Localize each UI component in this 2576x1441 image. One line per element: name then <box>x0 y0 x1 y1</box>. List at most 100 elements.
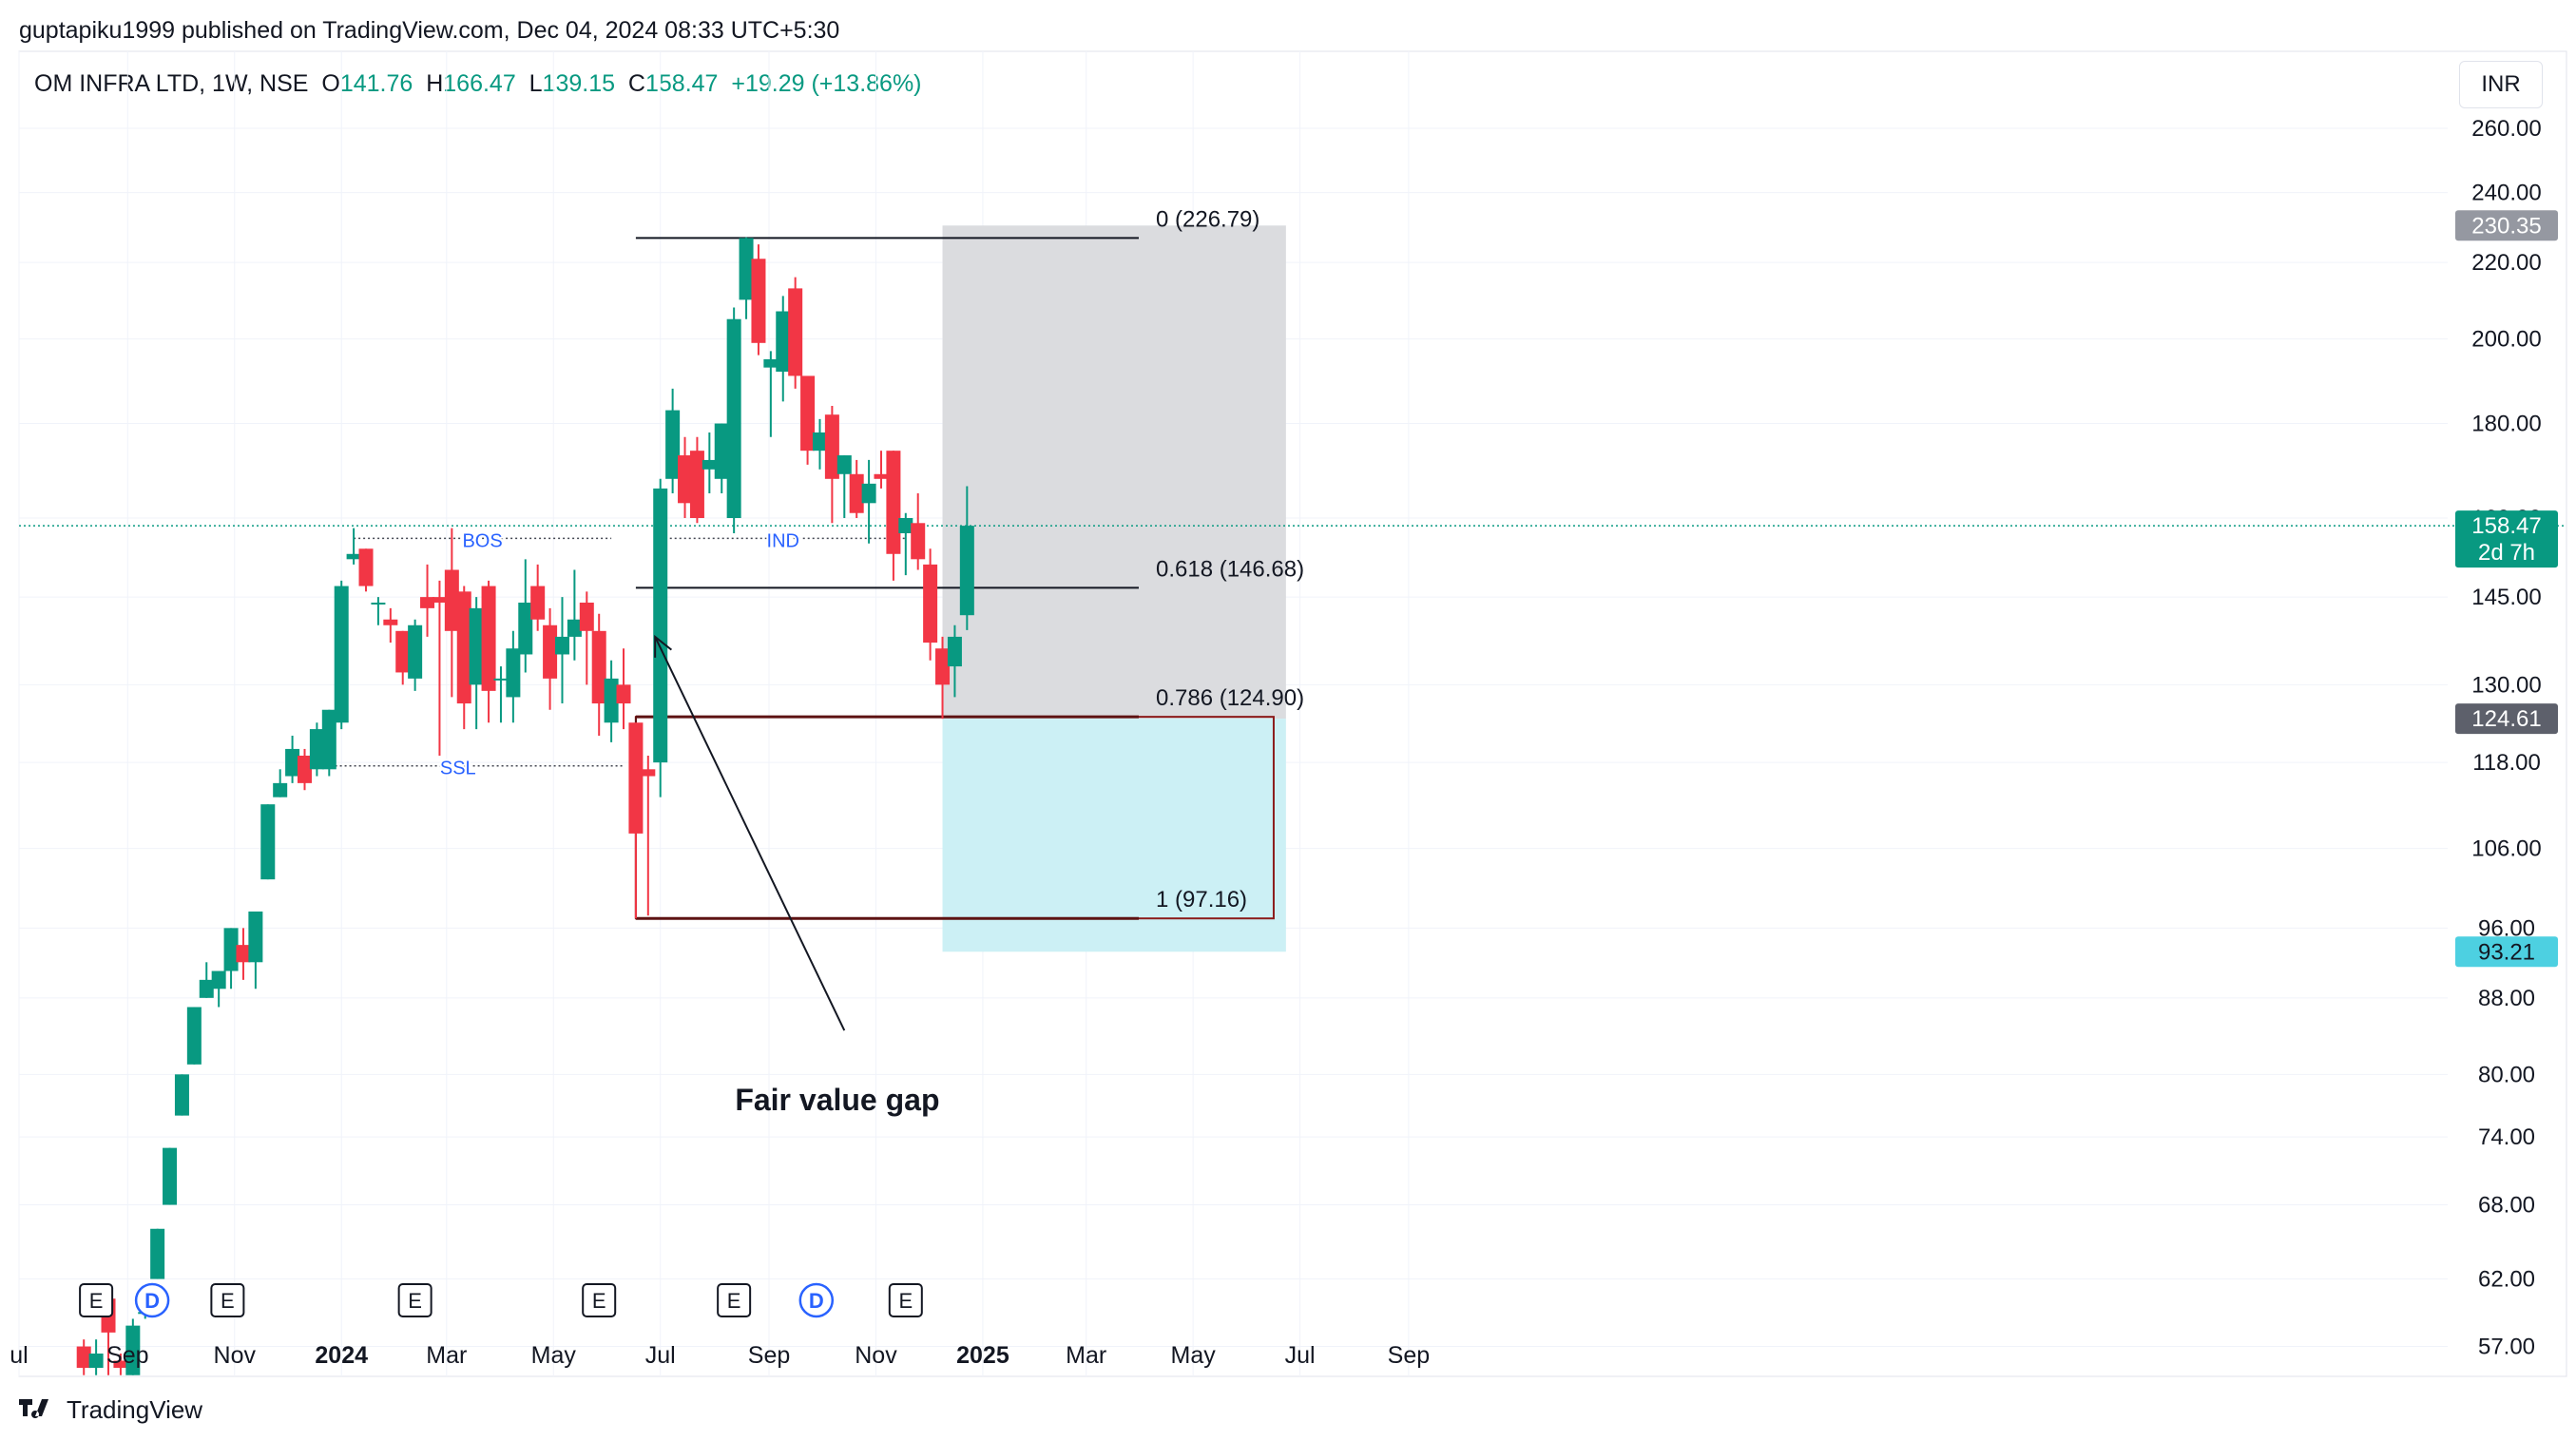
candles-group <box>76 237 974 1375</box>
y-axis-tick-label: 118.00 <box>2472 750 2541 776</box>
earnings-marker-label: E <box>89 1289 104 1313</box>
x-axis-tick-label: Jul <box>645 1342 676 1369</box>
dividend-marker-icon <box>798 1282 835 1318</box>
price-axis-label: 124.61 <box>2471 706 2541 732</box>
candle-body-down <box>297 755 312 783</box>
y-axis-tick-label: 260.00 <box>2471 116 2541 142</box>
candle-body-up <box>518 602 533 655</box>
candle-body-up <box>223 928 239 971</box>
candle-body-down <box>420 597 435 608</box>
annotation-arrow-line <box>654 636 846 1031</box>
close-value: 158.47 <box>644 70 719 97</box>
candle-body-up <box>88 1353 104 1369</box>
candle-body-up <box>285 748 300 777</box>
price-axis-label: 230.35 <box>2471 213 2541 239</box>
tradingview-brand-text: TradingView <box>67 1395 203 1424</box>
earnings-marker-icon <box>888 1283 923 1317</box>
candle-body-down <box>849 473 864 513</box>
discount-zone <box>942 719 1286 952</box>
candle-body-down <box>530 586 546 620</box>
fib-level-label: 0.786 (124.90) <box>1156 685 1304 711</box>
candle-body-up <box>861 483 876 504</box>
candle-body-up <box>739 238 754 300</box>
candle-body-up <box>321 709 336 770</box>
candle-body-up <box>211 970 226 989</box>
candle-body-down <box>432 597 447 603</box>
x-axis-tick-label: Nov <box>214 1342 257 1369</box>
x-axis-tick-label: ul <box>10 1342 28 1369</box>
structure-label-ind: IND <box>767 530 799 551</box>
fib-level-label: 0 (226.79) <box>1156 206 1259 232</box>
earnings-marker-label: E <box>898 1289 913 1313</box>
candle-body-up <box>776 311 791 373</box>
y-axis-tick-label: 200.00 <box>2471 327 2541 353</box>
candle-body-up <box>554 636 569 655</box>
candle-body-down <box>874 473 889 479</box>
candle-body-up <box>836 455 852 474</box>
candle-body-up <box>174 1074 189 1116</box>
candle-body-down <box>923 564 938 644</box>
close-label: C <box>627 70 645 97</box>
dividend-marker-label: D <box>809 1289 824 1313</box>
dividend-marker-icon <box>134 1282 170 1318</box>
candle-body-down <box>383 619 398 625</box>
high-value: 166.47 <box>443 70 516 97</box>
open-label: O <box>321 70 340 97</box>
x-axis-tick-label: Sep <box>748 1342 790 1369</box>
candle-body-down <box>628 722 644 834</box>
symbol-legend: OM INFRA LTD, 1W, NSE O141.76 H166.47 L1… <box>34 70 922 98</box>
candle-body-down <box>886 451 901 554</box>
earnings-marker-label: E <box>408 1289 422 1313</box>
structure-label-ssl: SSL <box>440 759 476 779</box>
candle-body-up <box>186 1007 202 1065</box>
candle-body-up <box>493 678 509 681</box>
candle-body-up <box>702 459 717 470</box>
candle-body-up <box>714 423 729 479</box>
earnings-marker-label: E <box>727 1289 741 1313</box>
currency-label: INR <box>2481 71 2521 97</box>
candle-body-up <box>726 318 741 519</box>
x-axis-tick-label: Mar <box>1066 1342 1106 1369</box>
earnings-marker-label: E <box>221 1289 235 1313</box>
candle-body-down <box>641 769 656 777</box>
candle-body-up <box>309 729 324 770</box>
price-axis-label: 158.47 <box>2471 513 2541 539</box>
price-axis-label: 93.21 <box>2478 939 2535 965</box>
candle-body-up <box>763 358 779 368</box>
candle-body-down <box>76 1346 91 1369</box>
candle-body-down <box>788 288 803 376</box>
candle-body-down <box>395 630 411 673</box>
currency-button[interactable]: INR <box>2459 61 2543 108</box>
candle-body-down <box>824 414 839 479</box>
y-axis-tick-label: 220.00 <box>2471 250 2541 276</box>
earnings-marker-label: E <box>592 1289 606 1313</box>
symbol-name: OM INFRA LTD, 1W, NSE <box>34 70 309 97</box>
candle-body-down <box>543 624 558 679</box>
y-axis-tick-label: 130.00 <box>2471 672 2541 698</box>
candle-body-up <box>469 607 484 685</box>
candle-body-down <box>800 375 816 452</box>
published-by-text: guptapiku1999 published on TradingView.c… <box>19 17 840 44</box>
candle-body-down <box>935 648 951 685</box>
price-axis-label-box <box>2455 510 2558 568</box>
x-axis-tick-label: 2024 <box>315 1342 368 1369</box>
tradingview-brand: TradingView <box>19 1395 202 1425</box>
y-axis-tick-label: 68.00 <box>2478 1193 2535 1219</box>
y-axis-tick-label: 145.00 <box>2471 585 2541 610</box>
candle-body-up <box>163 1147 178 1205</box>
candle-body-up <box>408 624 423 679</box>
candle-body-up <box>567 619 582 637</box>
x-axis-tick-label: 2025 <box>956 1342 1009 1369</box>
candle-body-up <box>506 648 521 698</box>
x-axis-tick-label: May <box>1171 1342 1217 1369</box>
candle-body-down <box>236 945 251 963</box>
high-label: H <box>426 70 444 97</box>
candle-body-up <box>199 979 214 998</box>
price-axis-label-box <box>2455 210 2558 241</box>
y-axis-tick-label: 240.00 <box>2471 181 2541 206</box>
x-axis-tick-label: May <box>531 1342 577 1369</box>
structure-label-bos: BOS <box>462 530 502 551</box>
y-axis-tick-label: 62.00 <box>2478 1267 2535 1293</box>
candle-body-down <box>689 451 704 519</box>
